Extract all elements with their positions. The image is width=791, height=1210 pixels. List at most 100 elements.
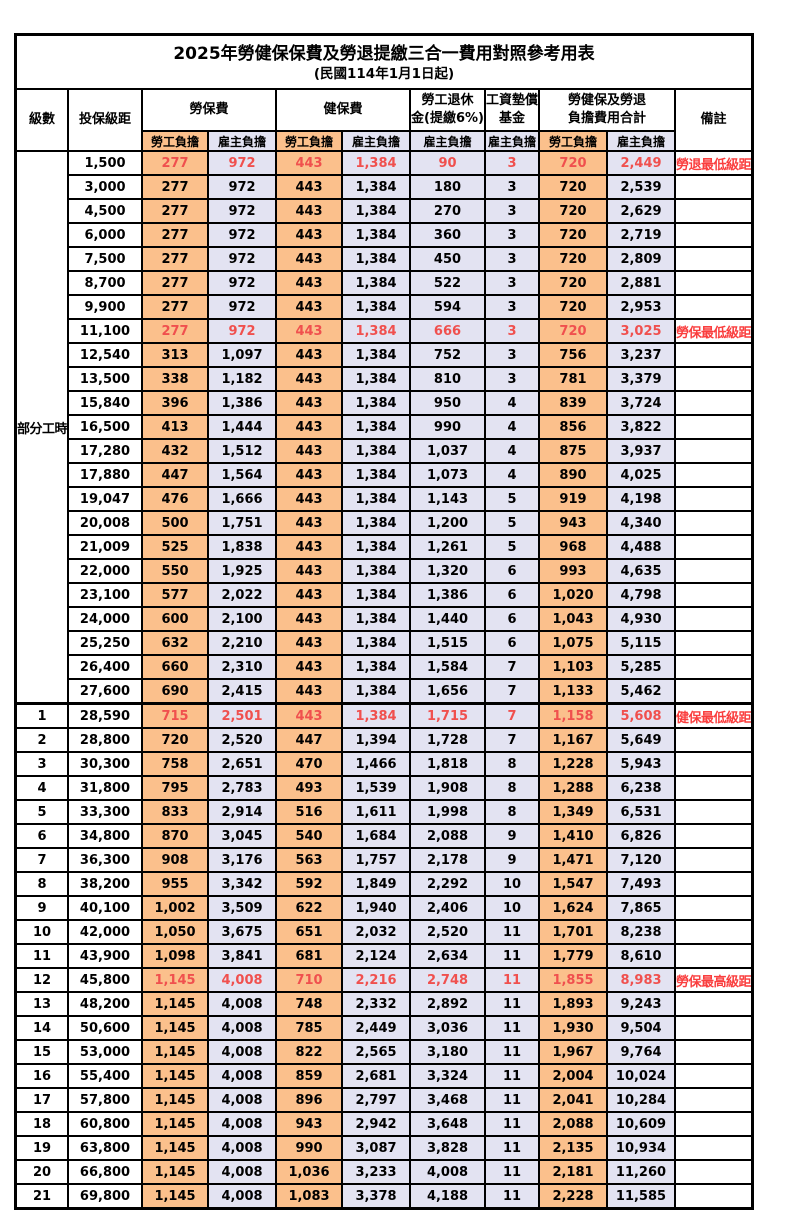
cell-health-employer: 1,684 — [341, 823, 412, 849]
cell-labor-employee: 550 — [141, 558, 210, 584]
cell-bracket: 30,300 — [67, 751, 144, 777]
cell-bracket: 36,300 — [67, 847, 144, 873]
cell-total-employee: 1,103 — [538, 654, 608, 680]
table-row: 27,600 690 2,415 443 1,384 1,656 7 1,133 5,462 — [16, 678, 754, 705]
cell-health-employee: 443 — [275, 606, 344, 632]
cell-health-employer: 2,449 — [341, 1015, 412, 1041]
cell-labor-employer: 1,751 — [207, 510, 278, 536]
cell-bracket: 9,900 — [67, 294, 144, 320]
cell-total-employee: 720 — [538, 150, 608, 176]
cell-pension-employer: 1,908 — [409, 775, 486, 801]
cell-health-employer: 1,466 — [341, 751, 412, 777]
cell-health-employee: 990 — [275, 1135, 344, 1161]
cell-remark — [674, 847, 754, 873]
cell-health-employer: 1,384 — [341, 342, 412, 368]
cell-pension-employer: 594 — [409, 294, 486, 320]
table-row: 3 30,300 758 2,651 470 1,466 1,818 8 1,228 5,943 — [14, 751, 754, 777]
cell-health-employee: 651 — [275, 919, 344, 945]
cell-labor-employer: 3,841 — [207, 943, 278, 969]
cell-health-employer: 2,032 — [341, 919, 412, 945]
cell-level: 12 — [14, 967, 70, 993]
cell-bracket: 3,000 — [67, 174, 144, 200]
cell-pension-employer: 1,261 — [409, 534, 486, 560]
cell-bracket: 21,009 — [67, 534, 144, 560]
cell-labor-employer: 2,651 — [207, 751, 278, 777]
cell-remark — [674, 606, 754, 632]
cell-health-employer: 1,611 — [341, 799, 412, 825]
cell-health-employer: 2,565 — [341, 1039, 412, 1065]
cell-total-employer: 5,943 — [606, 751, 676, 777]
table-row: 18 60,800 1,145 4,008 943 2,942 3,648 11 2,088 10… — [14, 1111, 754, 1137]
cell-wage-fund-employer: 11 — [483, 1111, 541, 1137]
cell-wage-fund-employer: 3 — [483, 318, 541, 344]
cell-remark — [674, 342, 754, 368]
table-row: 部分工時 1,500 277 972 443 1,384 90 3 720 2,449 勞退最低級距 — [14, 150, 754, 705]
cell-remark — [674, 390, 754, 416]
table-row: 12 45,800 1,145 4,008 710 2,216 2,748 11 1,855 8,… — [14, 967, 754, 993]
cell-labor-employer: 972 — [207, 318, 278, 344]
table-title-block: 2025年勞健保保費及勞退提繳三合一費用對照參考用表 (民國114年1月1日起) — [14, 33, 754, 90]
cell-remark — [674, 1135, 754, 1161]
cell-remark — [674, 871, 754, 897]
cell-labor-employee: 277 — [141, 294, 210, 320]
cell-total-employer: 6,531 — [606, 799, 676, 825]
cell-total-employee: 856 — [538, 414, 608, 440]
cell-pension-employer: 522 — [409, 270, 486, 296]
header-total: 勞健保及勞退 負擔費用合計 — [538, 88, 676, 132]
cell-labor-employer: 1,666 — [207, 486, 278, 512]
cell-labor-employer: 1,097 — [207, 342, 278, 368]
cell-health-employer: 1,940 — [341, 895, 412, 921]
cell-labor-employee: 277 — [141, 318, 210, 344]
cell-health-employer: 1,384 — [341, 438, 412, 464]
table-row: 2 28,800 720 2,520 447 1,394 1,728 7 1,167 5,649 — [14, 727, 754, 753]
cell-health-employer: 1,384 — [341, 606, 412, 632]
header-health-insurance: 健保費 — [275, 88, 412, 132]
cell-level: 1 — [14, 702, 70, 729]
cell-health-employer: 1,757 — [341, 847, 412, 873]
cell-level: 4 — [14, 775, 70, 801]
cell-pension-employer: 2,892 — [409, 991, 486, 1017]
cell-total-employer: 5,608 — [606, 702, 676, 729]
cell-remark — [674, 294, 754, 320]
cell-labor-employer: 4,008 — [207, 1087, 278, 1113]
cell-labor-employee: 447 — [141, 462, 210, 488]
cell-wage-fund-employer: 3 — [483, 342, 541, 368]
cell-total-employee: 1,701 — [538, 919, 608, 945]
cell-health-employer: 1,384 — [341, 294, 412, 320]
table-row: 16 55,400 1,145 4,008 859 2,681 3,324 11 2,004 10… — [14, 1063, 754, 1089]
cell-wage-fund-employer: 10 — [483, 895, 541, 921]
cell-health-employee: 443 — [275, 630, 344, 656]
cell-labor-employee: 1,145 — [141, 1015, 210, 1041]
cell-level: 21 — [14, 1183, 70, 1210]
cell-labor-employee: 1,145 — [141, 1039, 210, 1065]
cell-pension-employer: 752 — [409, 342, 486, 368]
cell-total-employee: 1,779 — [538, 943, 608, 969]
cell-health-employer: 1,384 — [341, 654, 412, 680]
cell-bracket: 25,250 — [67, 630, 144, 656]
cell-pension-employer: 1,584 — [409, 654, 486, 680]
cell-labor-employee: 500 — [141, 510, 210, 536]
cell-bracket: 23,100 — [67, 582, 144, 608]
table-row: 22,000 550 1,925 443 1,384 1,320 6 993 4,635 — [16, 558, 754, 584]
cell-wage-fund-employer: 11 — [483, 1087, 541, 1113]
cell-pension-employer: 2,748 — [409, 967, 486, 993]
cell-level: 8 — [14, 871, 70, 897]
cell-labor-employee: 660 — [141, 654, 210, 680]
cell-total-employer: 4,340 — [606, 510, 676, 536]
cell-health-employer: 1,384 — [341, 246, 412, 272]
reference-table-sheet: 2025年勞健保保費及勞退提繳三合一費用對照參考用表 (民國114年1月1日起)… — [14, 33, 755, 1210]
cell-labor-employer: 1,444 — [207, 414, 278, 440]
cell-pension-employer: 1,715 — [409, 702, 486, 729]
cell-pension-employer: 3,324 — [409, 1063, 486, 1089]
subheader-pension-employer: 雇主負擔 — [409, 130, 486, 152]
cell-bracket: 42,000 — [67, 919, 144, 945]
cell-wage-fund-employer: 10 — [483, 871, 541, 897]
cell-health-employer: 1,384 — [341, 630, 412, 656]
cell-health-employee: 443 — [275, 174, 344, 200]
table-row: 11 43,900 1,098 3,841 681 2,124 2,634 11 1,779 8,… — [14, 943, 754, 969]
cell-labor-employee: 690 — [141, 678, 210, 705]
cell-wage-fund-employer: 11 — [483, 1039, 541, 1065]
cell-labor-employer: 972 — [207, 222, 278, 248]
cell-health-employee: 447 — [275, 727, 344, 753]
cell-pension-employer: 950 — [409, 390, 486, 416]
